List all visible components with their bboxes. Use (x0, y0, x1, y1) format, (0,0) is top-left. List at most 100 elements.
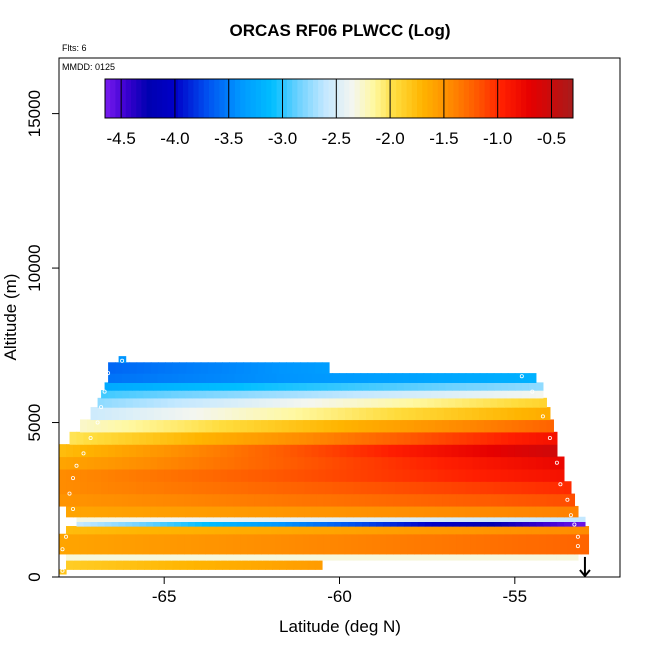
heatmap-cell (556, 468, 565, 482)
heatmap-cell (497, 493, 506, 507)
heatmap-cell (486, 553, 495, 561)
descent-arrow (579, 556, 591, 578)
heatmap-cell (185, 373, 193, 383)
heatmap-cell (251, 397, 260, 408)
heatmap-cell (115, 390, 123, 399)
colorbar-swatch (255, 79, 262, 118)
heatmap-cell (401, 407, 410, 421)
heatmap-cell (306, 521, 314, 527)
heatmap-cell (241, 553, 249, 561)
heatmap-cell (206, 390, 214, 399)
heatmap-cell (563, 481, 572, 495)
heatmap-cell (262, 553, 270, 561)
heatmap-cell (307, 362, 316, 374)
heatmap-cell (571, 516, 579, 522)
heatmap-cell (234, 481, 242, 495)
heatmap-cell (243, 362, 252, 374)
heatmap-cell (220, 444, 228, 458)
colorbar-swatch (120, 79, 127, 118)
heatmap-cell (290, 553, 299, 561)
heatmap-cell (87, 526, 95, 535)
colorbar-swatch (183, 79, 189, 118)
colorbar-swatch (188, 79, 194, 118)
heatmap-cell (101, 505, 109, 518)
heatmap-cell (297, 456, 306, 470)
heatmap-cell (476, 419, 485, 433)
heatmap-cell (313, 526, 321, 535)
heatmap-cell (80, 505, 88, 518)
heatmap-cell (165, 560, 174, 570)
heatmap-cell (164, 444, 172, 458)
heatmap-cell (473, 382, 481, 391)
heatmap-cell (250, 431, 259, 445)
heatmap-cell (139, 397, 148, 408)
heatmap-cell (163, 533, 172, 555)
heatmap-cell (351, 493, 360, 507)
heatmap-cell (129, 456, 137, 470)
heatmap-cell (283, 456, 292, 470)
heatmap-cell (122, 560, 131, 570)
heatmap-cell (386, 533, 394, 555)
heatmap-cell (227, 373, 235, 383)
heatmap-cell (191, 419, 199, 433)
heatmap-cell (274, 407, 282, 421)
heatmap-cell (178, 390, 186, 399)
heatmap-cell (146, 521, 154, 527)
heatmap-cell (72, 493, 81, 507)
heatmap-cell (304, 481, 313, 495)
heatmap-cell (94, 553, 102, 561)
heatmap-cell (448, 419, 457, 433)
heatmap-cell (288, 407, 297, 421)
heatmap-cell (276, 505, 284, 518)
heatmap-cell (424, 431, 433, 445)
colorbar-swatch (328, 79, 335, 118)
heatmap-cell (254, 533, 262, 555)
heatmap-cell (417, 382, 426, 391)
colorbar-swatch (401, 79, 408, 118)
heatmap-cell (373, 407, 381, 421)
colorbar-swatch (515, 79, 522, 118)
heatmap-cell (403, 382, 412, 391)
heatmap-cell (479, 481, 488, 495)
heatmap-cell (178, 553, 186, 561)
heatmap-cell (94, 456, 102, 470)
heatmap-cell (80, 526, 88, 535)
heatmap-cell (514, 481, 523, 495)
heatmap-cell (430, 456, 439, 470)
heatmap-cell (469, 493, 478, 507)
heatmap-cell (435, 533, 443, 555)
heatmap-cell (549, 553, 558, 561)
heatmap-cell (402, 553, 411, 561)
heatmap-cell (449, 533, 457, 555)
heatmap-cell (451, 553, 460, 561)
heatmap-cell (421, 419, 429, 433)
heatmap-cell (143, 390, 151, 399)
heatmap-cell (394, 407, 403, 421)
heatmap-cell (220, 505, 228, 518)
heatmap-cell (205, 493, 213, 507)
heatmap-cell (257, 431, 266, 445)
heatmap-cell (374, 373, 383, 383)
heatmap-cell (334, 431, 342, 445)
heatmap-cell (410, 516, 419, 522)
heatmap-cell (386, 493, 394, 507)
heatmap-cell (146, 516, 154, 522)
colorbar-swatch (162, 79, 168, 118)
colorbar-swatch (349, 79, 356, 118)
heatmap-cell (279, 397, 288, 408)
heatmap-cell (300, 362, 309, 374)
heatmap-cell (101, 444, 109, 458)
colorbar-swatch (432, 79, 439, 118)
heatmap-cell (192, 456, 200, 470)
heatmap-cell (187, 521, 196, 527)
heatmap-cell (295, 419, 304, 433)
heatmap-cell (344, 407, 353, 421)
heatmap-cell (550, 516, 558, 522)
colorbar-swatch (167, 79, 174, 118)
heatmap-cell (332, 373, 341, 383)
heatmap-cell (522, 431, 530, 445)
heatmap-cell (470, 533, 478, 555)
heatmap-cell (271, 516, 280, 522)
heatmap-cell (222, 362, 230, 374)
heatmap-cell (493, 456, 502, 470)
